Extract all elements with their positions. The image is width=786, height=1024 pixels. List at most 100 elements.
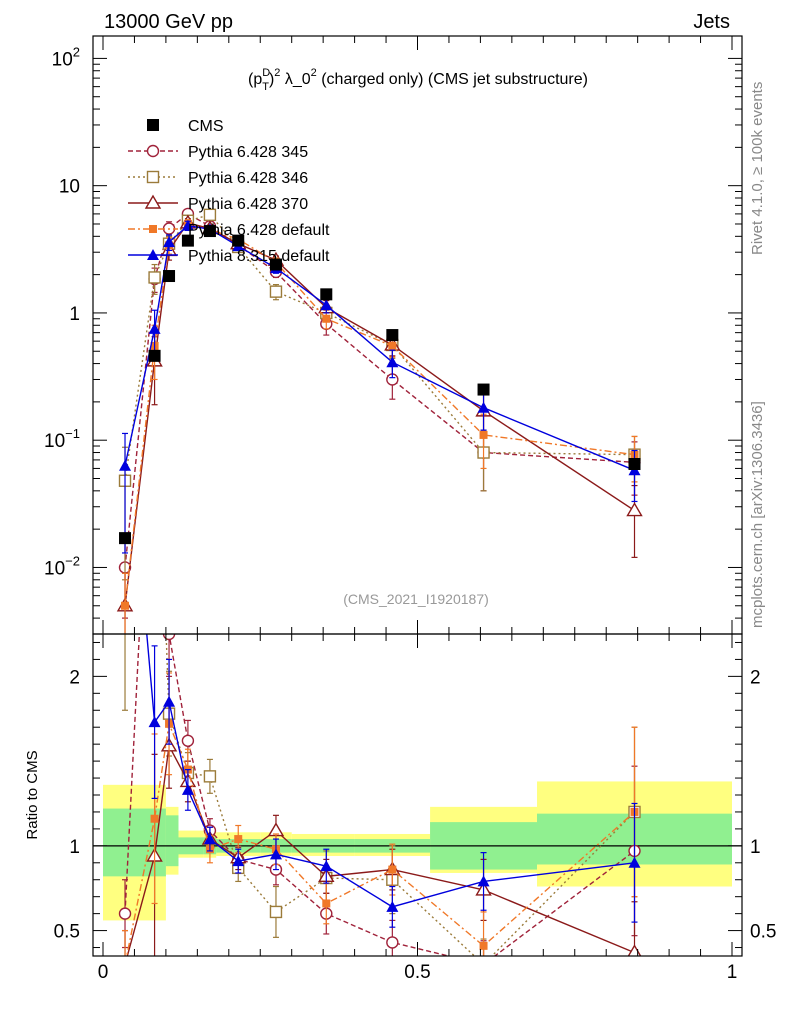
data-point xyxy=(386,329,399,342)
ratio-point xyxy=(150,814,159,823)
ratio-point xyxy=(320,860,333,872)
mcplots-reference-label: mcplots.cern.ch [arXiv:1306.3436] xyxy=(749,401,766,628)
legend-label: CMS xyxy=(188,118,224,135)
data-point xyxy=(388,341,397,350)
data-point xyxy=(121,601,130,610)
data-point xyxy=(148,271,161,284)
legend-marker xyxy=(147,249,159,260)
data-point xyxy=(181,219,194,231)
ratio-point xyxy=(478,959,489,970)
main-series-group xyxy=(116,207,643,634)
legend-label: Pythia 8.315 default xyxy=(188,248,330,265)
legend-entry-pythia-6-428-370: Pythia 6.428 370 xyxy=(128,194,308,213)
title-part-d: (charged only) (CMS jet substructure) xyxy=(317,71,588,88)
axes-group: 0 0.5 1 102 10 1 10−1 10−2 0.5 0.5 1 1 2 2 xyxy=(44,36,776,983)
ratio-point xyxy=(269,905,283,919)
series-line-pythia-6-428-370 xyxy=(124,222,635,606)
series-pythia-6-428-345 xyxy=(118,207,641,619)
legend-label: Pythia 6.428 370 xyxy=(188,196,308,213)
ratio-point xyxy=(181,734,195,747)
legend-entry-pythia-6-428-345: Pythia 6.428 345 xyxy=(128,144,308,161)
header-energy-label: 13000 GeV pp xyxy=(104,11,233,33)
series-pythia-8-315-default xyxy=(119,219,641,554)
ratio-point xyxy=(479,941,488,950)
ratio-point xyxy=(234,835,243,844)
header-jets-label: Jets xyxy=(693,11,730,33)
data-point xyxy=(181,234,194,247)
ratio-band-inner xyxy=(165,815,179,867)
ratio-point xyxy=(181,783,194,795)
data-point xyxy=(119,532,132,545)
main-y-tick-label: 1 xyxy=(69,304,80,325)
x-tick-label: 0.5 xyxy=(404,962,430,983)
ratio-point xyxy=(163,695,176,707)
legend-marker xyxy=(147,119,159,131)
ratio-y-tick-label: 2 xyxy=(69,667,80,688)
data-point xyxy=(477,383,490,396)
ratio-point xyxy=(478,959,489,970)
data-point xyxy=(148,349,161,362)
analysis-id-label: (CMS_2021_I1920187) xyxy=(343,591,489,607)
legend-entry-pythia-8-315-default: Pythia 8.315 default xyxy=(128,248,330,265)
data-point xyxy=(477,401,490,413)
legend-marker xyxy=(149,225,157,233)
series-line-pythia-6-428-default xyxy=(124,223,635,606)
title-part-c: λ_0 xyxy=(280,71,310,88)
legend-label: Pythia 6.428 346 xyxy=(188,170,308,187)
ratio-series-group xyxy=(118,382,642,970)
legend-marker xyxy=(144,194,162,209)
title-sup-1: D xyxy=(262,67,270,79)
main-y-tick-label: 10−1 xyxy=(44,426,80,452)
ratio-y-tick-label-right: 1 xyxy=(750,837,761,858)
ratio-band-inner xyxy=(103,808,154,877)
main-y-tick-label: 102 xyxy=(52,44,80,70)
data-point xyxy=(119,459,132,471)
data-point xyxy=(628,458,641,471)
ratio-point xyxy=(118,907,132,920)
ratio-point xyxy=(322,899,331,908)
ratio-point xyxy=(203,833,216,845)
title-sub-1: T xyxy=(262,81,269,93)
main-y-tick-label: 10 xyxy=(59,177,80,198)
rivet-version-label: Rivet 4.1.0, ≥ 100k events xyxy=(749,82,766,255)
main-y-tick-label: 10−2 xyxy=(44,553,80,579)
legend-label: Pythia 6.428 default xyxy=(188,222,330,239)
x-tick-label: 0 xyxy=(98,962,109,983)
title-part-a: (p xyxy=(248,71,262,88)
legend: CMS Pythia 6.428 345 Pythia 6.428 346 Pythi… xyxy=(128,118,330,265)
ratio-y-axis-label: Ratio to CMS xyxy=(24,750,41,839)
data-point xyxy=(386,356,399,368)
legend-entry-cms: CMS xyxy=(147,118,224,135)
series-cms xyxy=(119,225,641,545)
series-line-pythia-6-428-346 xyxy=(124,214,635,481)
data-point xyxy=(322,314,331,323)
ratio-point xyxy=(269,848,282,860)
series-pythia-6-428-370 xyxy=(116,214,643,634)
ratio-point xyxy=(119,382,131,393)
ratio-point xyxy=(388,865,397,874)
ratio-point xyxy=(148,716,161,728)
legend-marker xyxy=(146,144,160,158)
data-point xyxy=(320,288,333,301)
data-point xyxy=(269,285,283,298)
data-point xyxy=(232,234,245,247)
data-point xyxy=(203,225,216,238)
ratio-y-tick-label: 1 xyxy=(69,837,80,858)
legend-entry-pythia-6-428-default: Pythia 6.428 default xyxy=(128,222,330,239)
ratio-point xyxy=(203,770,217,783)
ratio-point xyxy=(118,957,132,969)
ratio-point xyxy=(386,936,399,949)
ratio-point xyxy=(477,875,490,887)
ratio-series-pythia-8-315-default xyxy=(119,382,641,928)
data-point xyxy=(148,322,161,334)
ratio-y-tick-label: 0.5 xyxy=(54,922,80,943)
data-point xyxy=(479,430,488,439)
legend-entry-pythia-6-428-346: Pythia 6.428 346 xyxy=(128,170,308,187)
data-point xyxy=(269,258,282,271)
ratio-point xyxy=(628,856,641,868)
ratio-y-tick-label-right: 2 xyxy=(750,667,761,688)
legend-label: Pythia 6.428 345 xyxy=(188,144,308,161)
title-part-b: ) xyxy=(269,71,274,88)
ratio-y-tick-label-right: 0.5 xyxy=(750,922,776,943)
